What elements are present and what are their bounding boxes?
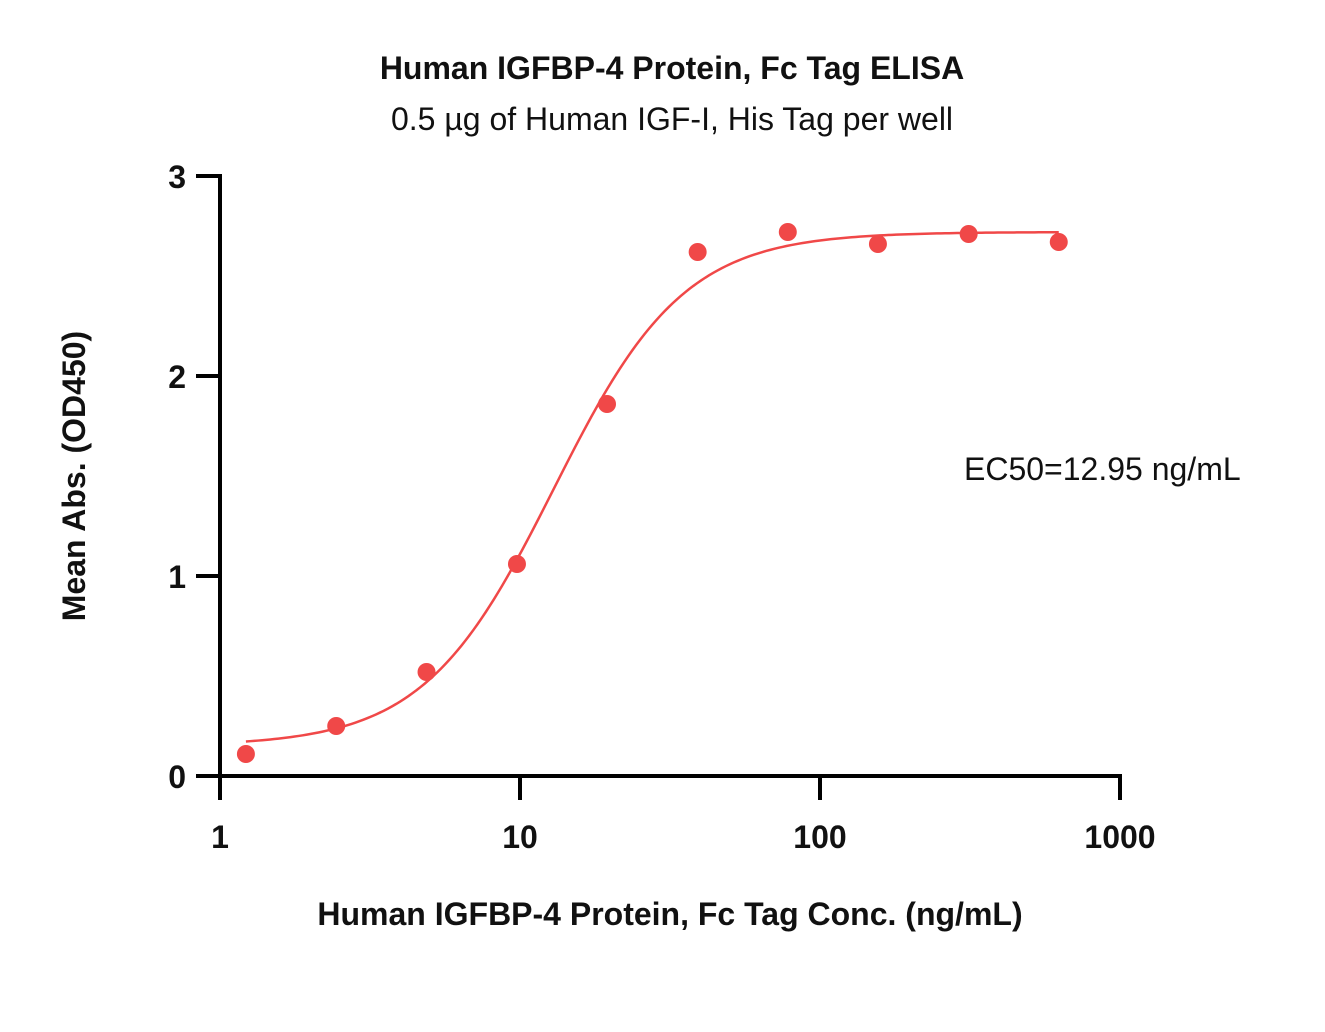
data-point [327,717,346,735]
x-tick-label: 1 [211,819,229,855]
x-axis-label: Human IGFBP-4 Protein, Fc Tag Conc. (ng/… [317,896,1022,932]
data-point [959,225,978,243]
data-points-layer [236,223,1068,763]
y-tick-label: 3 [168,159,186,195]
fit-curve-layer [245,230,1059,743]
x-tick-label: 10 [502,819,538,855]
fit-curve [245,230,1059,743]
data-point [688,243,707,261]
y-axis-label: Mean Abs. (OD450) [56,331,92,621]
chart-title: Human IGFBP-4 Protein, Fc Tag ELISA [380,50,964,86]
data-point [507,555,526,573]
data-point [417,663,436,681]
data-point [236,745,255,763]
chart-subtitle: 0.5 µg of Human IGF-I, His Tag per well [391,101,953,137]
y-axis: 0 1 2 3 [168,159,222,800]
data-point [598,395,617,413]
y-tick-label: 0 [168,759,186,795]
data-point [778,223,797,241]
x-tick-label: 100 [793,819,846,855]
data-point [868,235,887,253]
x-tick-label: 1000 [1084,819,1155,855]
data-point [1049,233,1068,251]
y-tick-label: 2 [168,359,186,395]
y-tick-label: 1 [168,559,186,595]
x-axis: 1 10 100 1000 [211,774,1156,855]
ec50-annotation: EC50=12.95 ng/mL [964,451,1241,487]
